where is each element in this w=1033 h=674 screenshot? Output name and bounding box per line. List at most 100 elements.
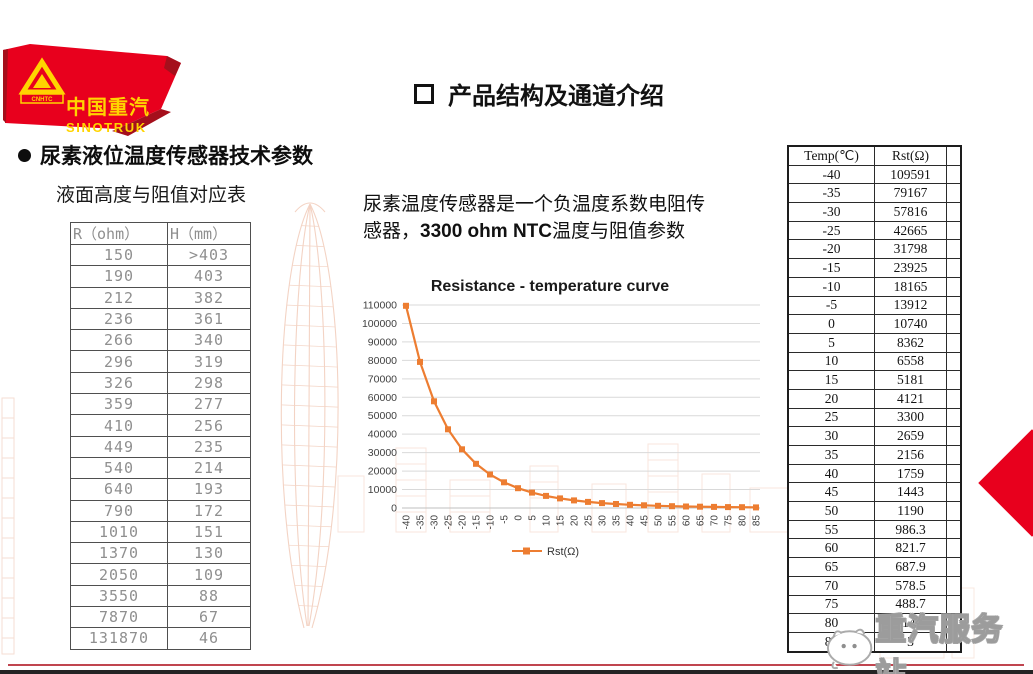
table-row: 1370 130 [70,542,251,565]
table-row: 50 1190 [787,501,962,521]
svg-text:75: 75 [724,515,735,527]
svg-text:-20: -20 [458,515,469,530]
table-cell [946,575,962,596]
section-heading-text: 尿素液位温度传感器技术参数 [40,145,313,168]
watermark-text: 重汽服务站 [875,611,1004,674]
table-cell: 7870 [70,606,168,629]
table-cell: 15 [787,370,875,390]
table-cell [946,351,962,372]
table-row: 236 361 [70,307,251,331]
table-cell: 1370 [70,542,168,565]
table-row: 55 986.3 [787,519,962,540]
table-cell [946,407,962,428]
table-cell [946,445,962,465]
table-cell [946,482,962,503]
table-cell: 986.3 [874,519,947,540]
table-cell: 326 [70,371,168,395]
table-cell: 6558 [874,351,947,372]
svg-text:60: 60 [682,515,693,527]
table-row: 20 4121 [787,388,962,409]
svg-text:10000: 10000 [368,484,397,496]
table-row: 2050 109 [70,563,251,586]
table-cell: 2050 [70,563,168,586]
table-row: 7870 67 [70,606,251,629]
table-cell [946,220,962,241]
table-cell: 35 [787,445,875,465]
table-cell [946,426,962,446]
table-cell: 3300 [874,407,947,428]
table-header-cell: H（mm） [167,222,251,245]
table-cell: 70 [787,575,875,596]
table-row: 65 687.9 [787,557,962,577]
description-line1: 尿素温度传感器是一个负温度系数电阻传 [363,194,706,215]
table-cell: 0 [787,314,875,334]
table-row: 540 214 [70,456,251,480]
brand-text-block: 中国重汽 SINOTRUK [66,98,150,134]
table-cell: 131870 [70,627,168,650]
table-row: 1010 151 [70,520,251,544]
table-cell [946,314,962,334]
svg-text:10: 10 [542,515,553,527]
section-heading: 尿素液位温度传感器技术参数 [18,140,313,170]
sinotruk-emblem-icon: CNHTC [18,57,66,104]
table-cell [946,258,962,278]
svg-text:15: 15 [556,515,567,527]
table-cell [946,164,962,185]
svg-text:-5: -5 [500,515,511,524]
svg-text:5: 5 [528,515,539,521]
temp-resistance-table-wrap: Temp(℃) Rst(Ω) -40 109591 -35 79167 -30 57816 -2… [787,145,962,653]
svg-text:25: 25 [584,515,595,527]
table-cell: 214 [167,456,251,480]
table-cell: 42665 [874,220,947,241]
table-row: 25 3300 [787,407,962,428]
table-header-cell [946,145,962,166]
table-cell: 256 [167,414,251,437]
resistance-temperature-chart: Resistance - temperature curve 0 10000 200… [360,272,780,577]
table-cell: 60 [787,538,875,559]
table-cell: 640 [70,478,168,501]
table-cell: 359 [70,393,168,416]
table-cell: 1190 [874,501,947,521]
table-cell: 172 [167,499,251,522]
svg-text:70: 70 [710,515,721,527]
table-cell [946,370,962,390]
table-cell [946,388,962,409]
svg-text:40000: 40000 [368,429,397,441]
table-cell [946,538,962,559]
table-row: 266 340 [70,329,251,352]
table-cell: 109 [167,563,251,586]
chart-title: Resistance - temperature curve [431,278,669,295]
svg-text:20: 20 [570,515,581,527]
table-cell: 319 [167,350,251,373]
svg-text:70000: 70000 [368,373,397,385]
table-cell: 1010 [70,520,168,544]
chart-legend-label: Rst(Ω) [547,546,579,558]
table-row: 326 298 [70,371,251,395]
svg-text:80: 80 [738,515,749,527]
table-row: 10 6558 [787,351,962,372]
table-cell: 150 [70,243,168,267]
table-cell: 18165 [874,276,947,297]
table-cell: 8362 [874,332,947,353]
svg-text:0: 0 [391,503,397,515]
table-row: 30 2659 [787,426,962,446]
brand-name-cn: 中国重汽 [66,97,150,119]
table-row: 359 277 [70,393,251,416]
table-cell: 20 [787,388,875,409]
table-header-row: Temp(℃) Rst(Ω) [787,145,962,166]
table-row: 40 1759 [787,463,962,484]
table-cell: 340 [167,329,251,352]
svg-text:45: 45 [640,515,651,527]
table-cell: 193 [167,478,251,501]
table-row: -40 109591 [787,164,962,185]
table-cell: 2156 [874,445,947,465]
table-cell [946,295,962,316]
table-cell: 40 [787,463,875,484]
table-cell [946,519,962,540]
watermark-mascot-icon [826,628,873,670]
svg-text:35: 35 [612,515,623,527]
table-row: 70 578.5 [787,575,962,596]
table-cell [946,557,962,577]
table-row: 131870 46 [70,627,251,650]
